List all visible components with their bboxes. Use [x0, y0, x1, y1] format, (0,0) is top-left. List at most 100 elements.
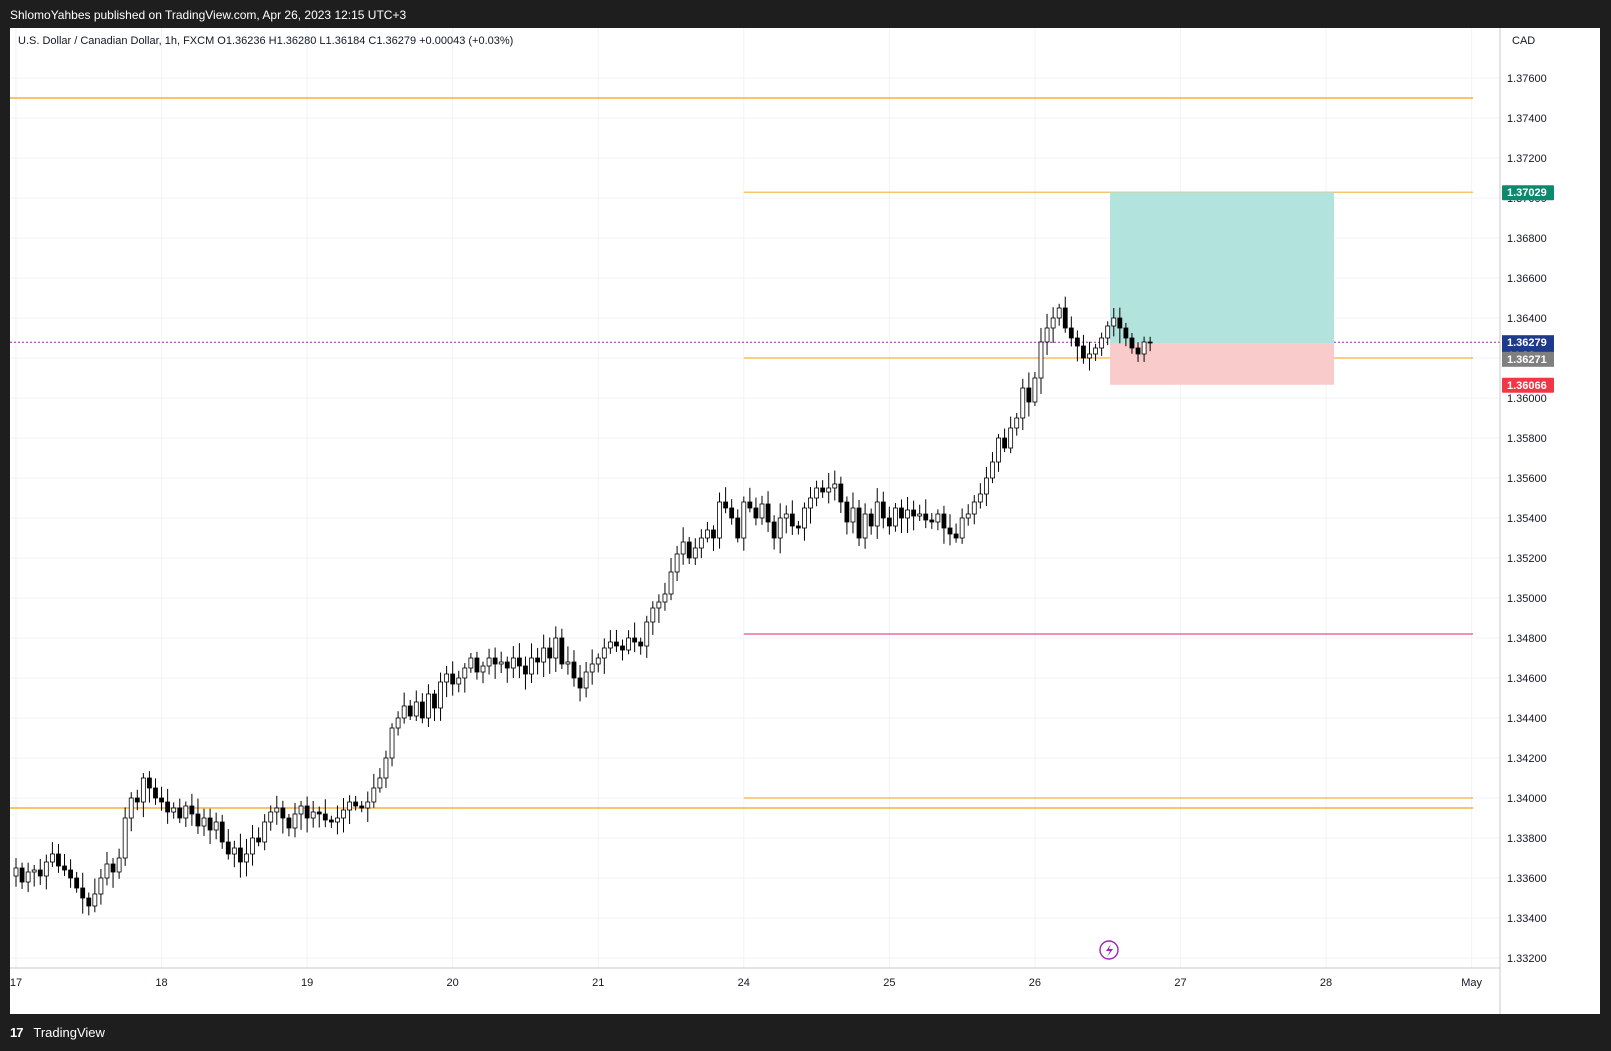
candle-body	[1111, 317, 1117, 327]
candle-body	[523, 665, 528, 675]
brand-name: TradingView	[33, 1025, 105, 1040]
candle-body	[225, 841, 231, 855]
candle-body	[589, 663, 595, 673]
candle-body	[250, 837, 255, 855]
candle-body	[686, 541, 692, 559]
lightning-icon[interactable]	[1099, 940, 1119, 960]
candle-body	[626, 637, 631, 651]
candle-body	[335, 817, 340, 823]
candle-body	[244, 853, 249, 863]
candle-body	[56, 853, 61, 867]
candle-body	[1008, 427, 1014, 449]
candle-body	[98, 877, 104, 895]
candle-body	[644, 621, 650, 647]
candle-body	[25, 871, 31, 883]
chart-grid	[10, 28, 1500, 968]
candle-body	[31, 869, 37, 873]
candle-body	[207, 817, 213, 831]
candle-body	[753, 507, 759, 519]
candle-body	[723, 501, 729, 509]
candle-body	[347, 801, 352, 811]
candle-body	[771, 521, 777, 539]
candle-body	[292, 813, 298, 829]
candle-body	[140, 777, 146, 803]
chart-canvas[interactable]: 1.376001.374001.372001.370001.368001.366…	[10, 28, 1600, 1014]
candle-body	[19, 867, 25, 883]
candle-body	[341, 809, 346, 819]
candle-body	[601, 647, 607, 659]
candle-body	[231, 847, 237, 855]
y-tick-label: 1.37400	[1507, 113, 1547, 125]
y-tick-label: 1.33600	[1507, 873, 1547, 885]
candle-body	[444, 673, 450, 683]
y-tick-label: 1.36800	[1507, 233, 1547, 245]
candle-body	[535, 657, 540, 663]
candle-body	[1020, 387, 1026, 419]
candle-body	[977, 493, 983, 503]
candle-body	[316, 811, 322, 815]
candle-body	[1074, 337, 1080, 347]
candle-body	[996, 437, 1001, 463]
candle-body	[462, 667, 468, 679]
stop-price-label: 1.36066	[1507, 380, 1547, 392]
candle-body	[359, 805, 365, 809]
price-axis[interactable]: 1.376001.374001.372001.370001.368001.366…	[1499, 28, 1600, 1014]
candle-body	[783, 513, 789, 519]
candle-body	[62, 865, 67, 871]
candle-body	[274, 807, 280, 813]
candle-body	[1099, 337, 1105, 349]
candle-body	[607, 641, 613, 649]
candle-body	[122, 817, 128, 859]
candle-body	[480, 665, 486, 673]
candle-body	[43, 861, 49, 877]
candle-body	[795, 525, 801, 529]
candle-body	[432, 693, 437, 709]
candle-body	[1141, 341, 1147, 355]
candle-body	[1044, 327, 1050, 343]
candle-body	[917, 513, 923, 517]
candle-body	[395, 717, 401, 729]
candle-body	[328, 819, 334, 823]
candle-body	[1087, 353, 1092, 359]
candle-body	[298, 805, 304, 815]
position-zones[interactable]	[1110, 192, 1334, 385]
candle-body	[201, 817, 207, 827]
candle-body	[401, 705, 407, 719]
candle-body	[134, 797, 140, 803]
chart-area[interactable]: 1.376001.374001.372001.370001.368001.366…	[10, 28, 1600, 1014]
candle-body	[238, 847, 243, 863]
candle-body	[516, 657, 522, 667]
y-tick-label: 1.33400	[1507, 913, 1547, 925]
candle-body	[886, 517, 892, 527]
y-tick-label: 1.37200	[1507, 153, 1547, 165]
candle-body	[322, 813, 328, 821]
candle-body	[705, 529, 710, 539]
candle-body	[504, 661, 510, 669]
y-tick-label: 1.36600	[1507, 273, 1547, 285]
candle-body	[159, 797, 164, 803]
stop-price-label-bg	[1502, 377, 1554, 393]
candle-body	[911, 509, 917, 517]
candle-body	[893, 507, 898, 527]
stop-zone	[1110, 343, 1334, 385]
tradingview-brand[interactable]: 17 TradingView	[10, 1025, 105, 1040]
x-tick-label: 28	[1320, 977, 1332, 989]
candle-body	[438, 681, 443, 709]
candle-body	[510, 657, 516, 669]
candle-body	[456, 677, 462, 685]
candle-body	[1014, 417, 1020, 429]
time-axis[interactable]: 17 18 19 20 21 24 25 26 27 28 May	[10, 967, 1500, 989]
candle-body	[256, 837, 262, 843]
candle-body	[711, 529, 716, 539]
target-price-label-bg	[1502, 185, 1554, 201]
candle-body	[419, 701, 425, 719]
symbol-title: U.S. Dollar / Canadian Dollar, 1h, FXCM …	[18, 35, 513, 47]
candle-body	[498, 661, 504, 665]
candle-body	[923, 513, 929, 521]
x-tick-label: 24	[738, 977, 750, 989]
y-tick-label: 1.33200	[1507, 953, 1547, 965]
y-tick-label: 1.34800	[1507, 633, 1547, 645]
candle-body	[529, 657, 534, 675]
candle-body	[826, 487, 832, 493]
